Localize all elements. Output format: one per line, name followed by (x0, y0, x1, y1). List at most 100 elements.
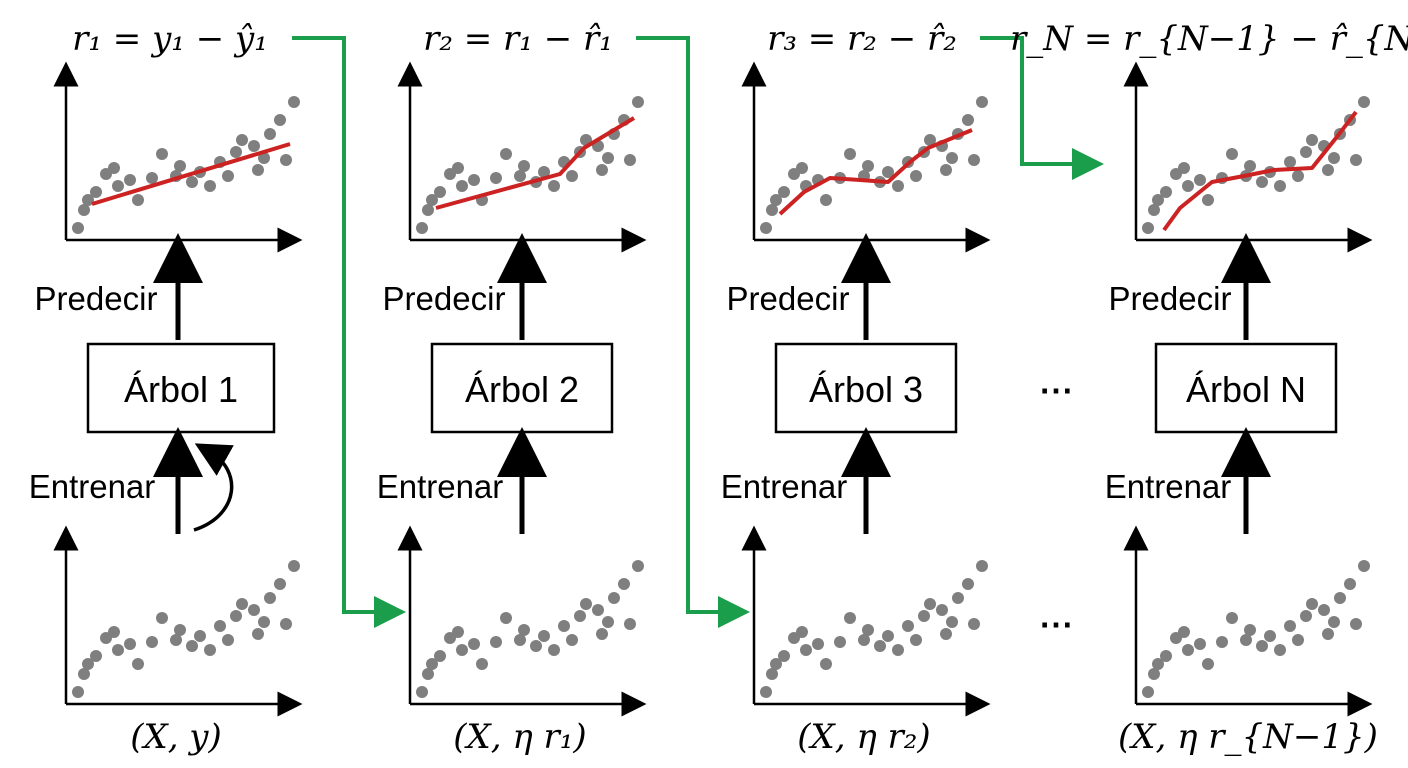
data-point (924, 598, 936, 610)
data-point (566, 170, 578, 182)
data-point (882, 166, 894, 178)
data-point (530, 640, 542, 652)
data-point (452, 626, 464, 638)
data-point (1322, 164, 1334, 176)
data-point (1306, 134, 1318, 146)
data-point (940, 628, 952, 640)
data-point (1350, 618, 1362, 630)
dataset-label: (X, y) (130, 717, 222, 757)
data-point (82, 658, 94, 670)
data-point (1300, 610, 1312, 622)
data-point (1244, 160, 1256, 172)
residual-formula: r₁ = y₁ − ŷ₁ (72, 19, 268, 59)
training-data-plot (741, 525, 991, 717)
data-point (456, 644, 468, 656)
data-point (766, 668, 778, 680)
data-point (632, 96, 644, 108)
data-point (862, 160, 874, 172)
tree-label: Árbol 3 (809, 369, 923, 410)
residual-formula: r_N = r_{N−1} − r̂_{N−1} (1010, 19, 1408, 59)
data-point (770, 658, 782, 670)
data-point (252, 164, 264, 176)
data-point (538, 630, 550, 642)
stage-3: r₃ = r₂ − r̂₂ Predecir Árbol 3 Entrenar … (721, 19, 991, 757)
data-point (608, 592, 620, 604)
data-point (624, 154, 636, 166)
data-point (1292, 634, 1304, 646)
data-point (1344, 578, 1356, 590)
data-point (230, 610, 242, 622)
data-point (602, 152, 614, 164)
data-point (186, 176, 198, 188)
data-point (452, 162, 464, 174)
data-point (1182, 644, 1194, 656)
data-point (1358, 96, 1370, 108)
tree-prediction-line (778, 128, 973, 216)
data-point (1194, 638, 1206, 650)
data-point (236, 134, 248, 146)
train-label: Entrenar (29, 468, 156, 505)
data-point (230, 146, 242, 158)
data-point (248, 604, 260, 616)
data-point (490, 636, 502, 648)
data-point (800, 644, 812, 656)
data-point (580, 598, 592, 610)
data-point (288, 560, 300, 572)
data-point (796, 162, 808, 174)
data-point (566, 634, 578, 646)
data-point (170, 634, 182, 646)
tree-prediction-line (91, 142, 291, 206)
data-point (924, 134, 936, 146)
data-point (968, 618, 980, 630)
data-point (952, 592, 964, 604)
data-point (252, 628, 264, 640)
stage-1: r₁ = y₁ − ŷ₁ Predecir Árbol 1 Entrenar (… (29, 19, 303, 757)
training-data-plot (53, 525, 303, 717)
data-point (1284, 620, 1296, 632)
predict-label: Predecir (383, 280, 506, 317)
data-point (538, 166, 550, 178)
data-point (918, 610, 930, 622)
prediction-plot (53, 61, 303, 253)
data-point (1328, 152, 1340, 164)
data-point (1240, 634, 1252, 646)
stage-2: r₂ = r₁ − r̂₁ Predecir Árbol 2 Entrenar … (377, 19, 647, 757)
data-point (892, 644, 904, 656)
tree-label: Árbol 2 (465, 369, 579, 410)
data-point (1152, 658, 1164, 670)
data-point (264, 592, 276, 604)
predict-label: Predecir (35, 280, 158, 317)
data-point (1148, 204, 1160, 216)
data-point (124, 638, 136, 650)
data-point (936, 604, 948, 616)
data-point (490, 172, 502, 184)
data-point (72, 686, 84, 698)
data-point (910, 634, 922, 646)
tree-prediction-line (1162, 110, 1358, 232)
predict-label: Predecir (727, 280, 850, 317)
prediction-plot (397, 61, 647, 253)
data-point (456, 180, 468, 192)
data-point (222, 170, 234, 182)
data-point (940, 164, 952, 176)
data-point (108, 162, 120, 174)
data-point (1142, 686, 1154, 698)
data-point (222, 634, 234, 646)
data-point (1274, 644, 1286, 656)
data-point (1306, 598, 1318, 610)
data-point (760, 686, 772, 698)
data-point (156, 612, 168, 624)
data-point (422, 668, 434, 680)
predict-label: Predecir (1109, 280, 1232, 317)
data-point (862, 624, 874, 636)
data-point (834, 636, 846, 648)
data-point (820, 194, 832, 206)
data-point (112, 644, 124, 656)
data-point (204, 644, 216, 656)
data-point (426, 194, 438, 206)
training-data-plot (1123, 525, 1373, 717)
data-point (844, 612, 856, 624)
data-point (416, 686, 428, 698)
data-point (194, 630, 206, 642)
data-point (1160, 186, 1172, 198)
